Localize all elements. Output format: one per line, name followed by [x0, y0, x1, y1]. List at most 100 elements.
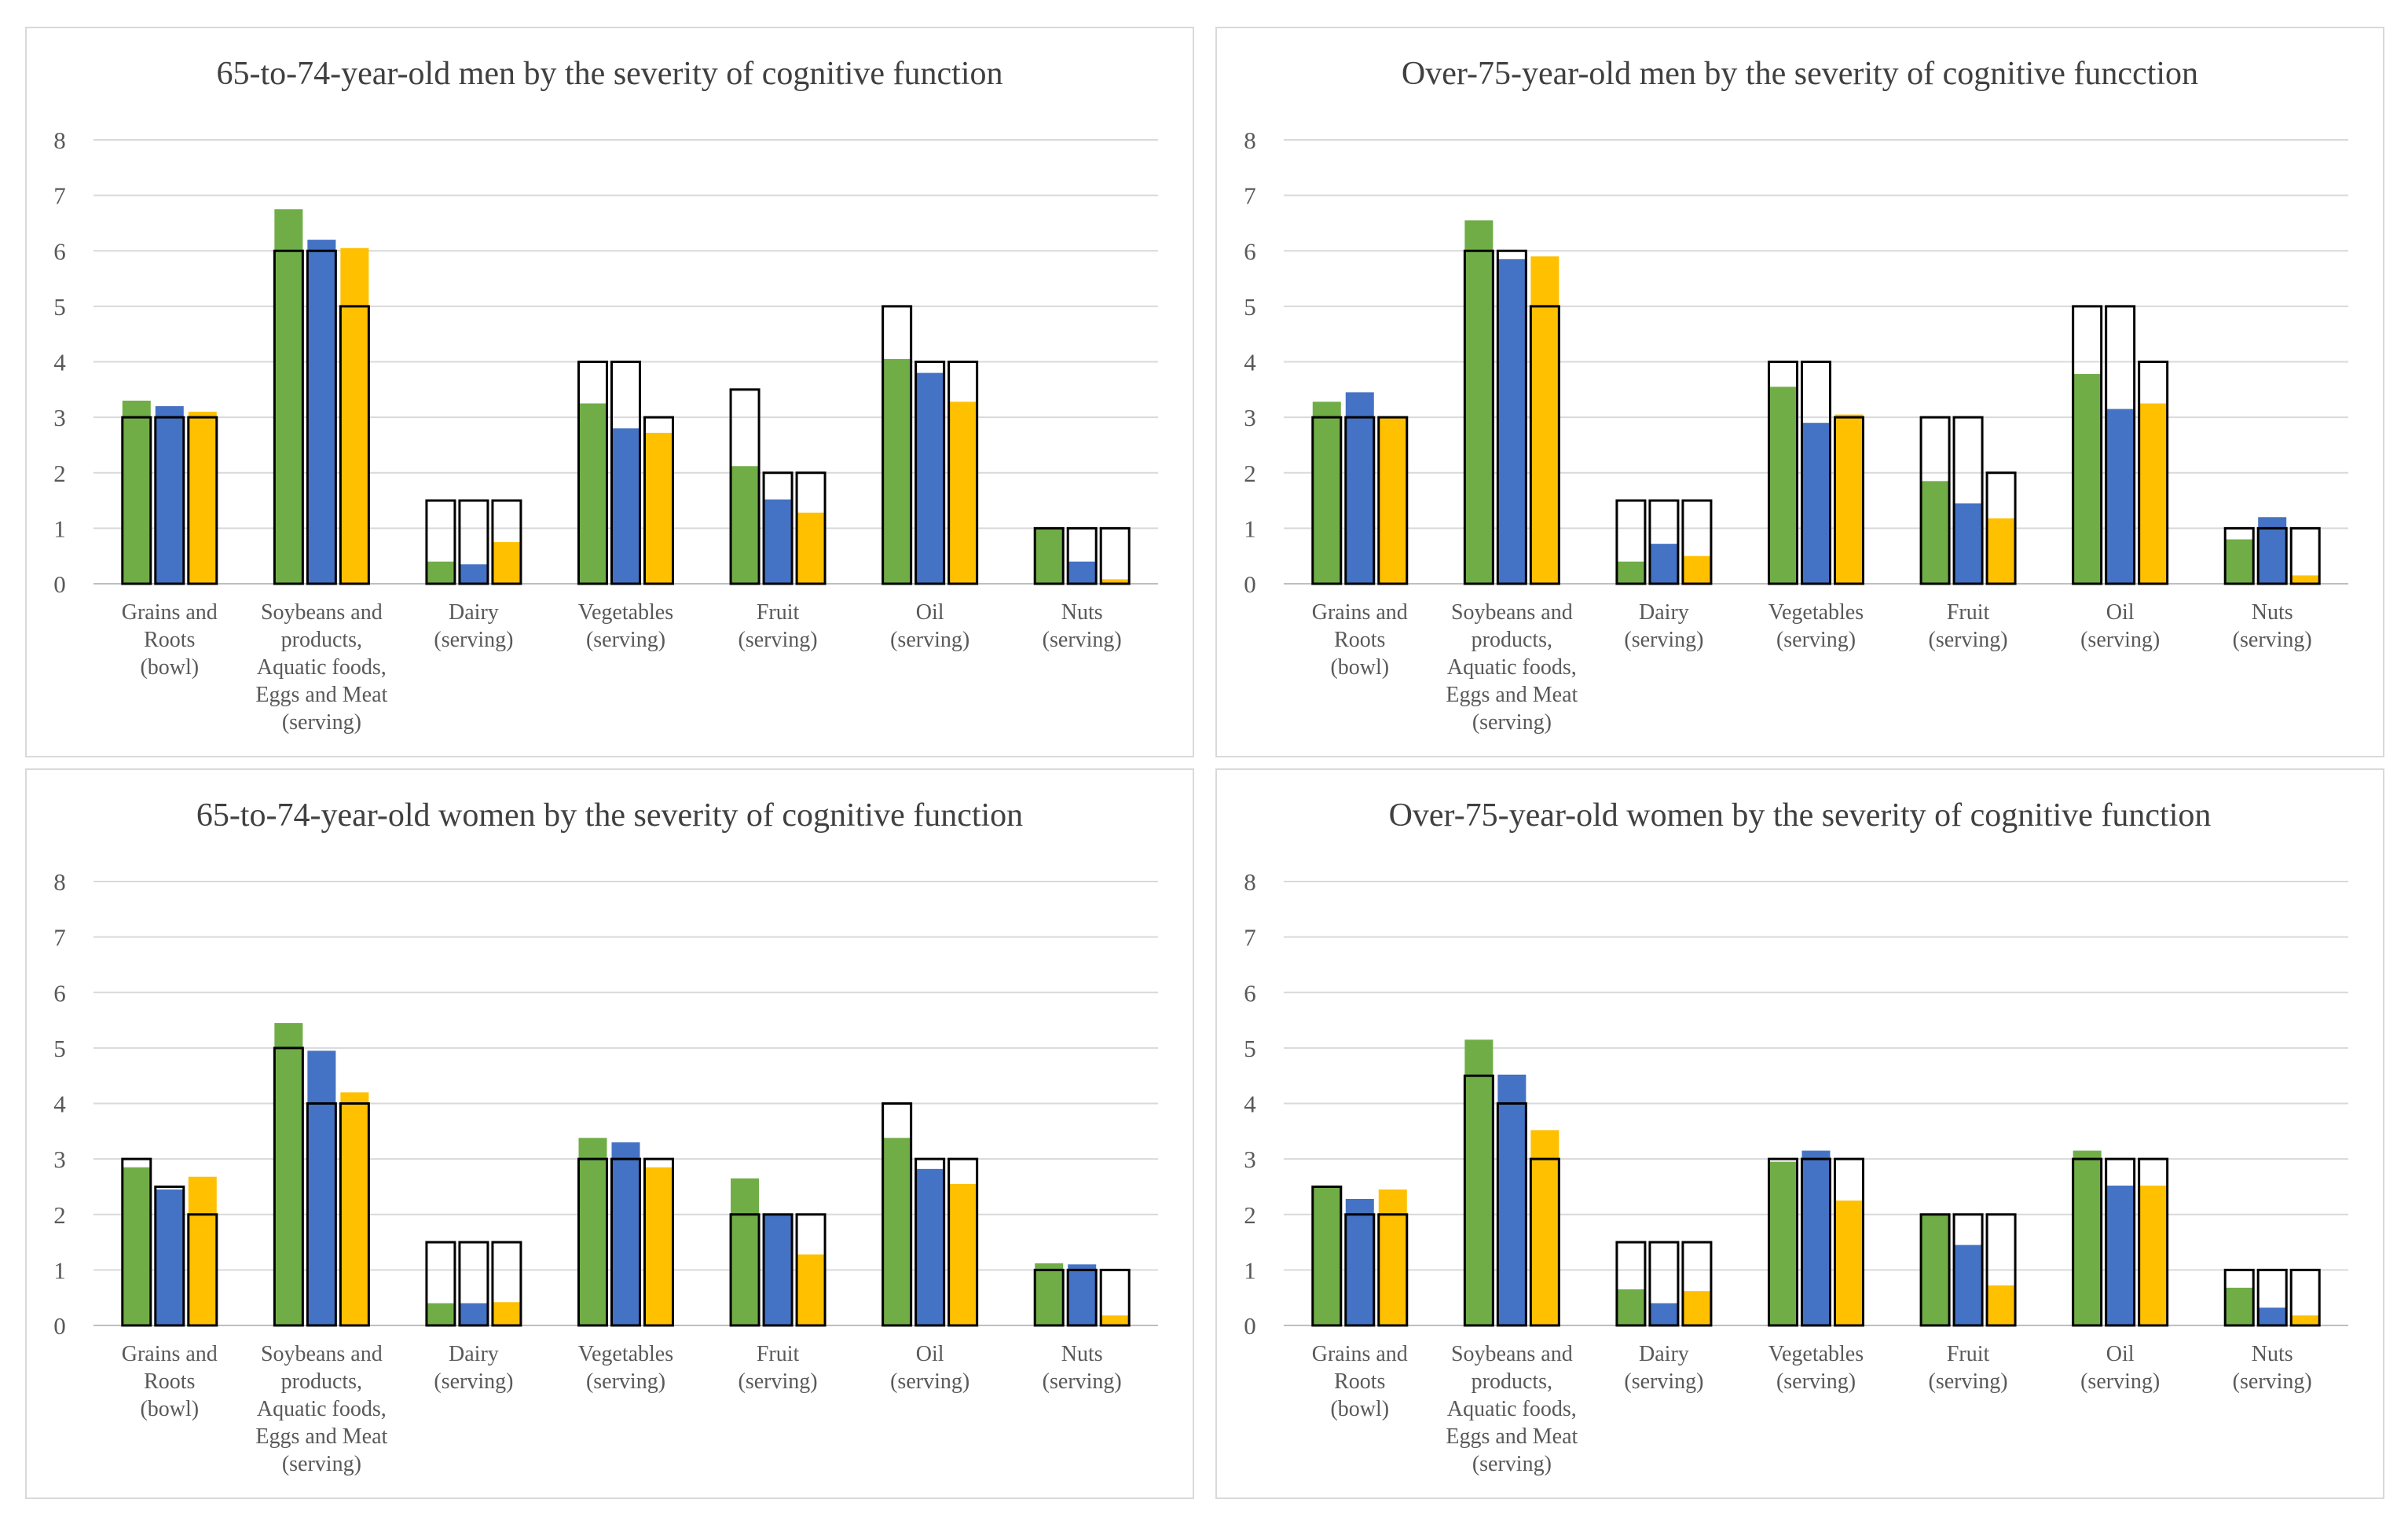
reference-outline-green — [1768, 361, 1798, 585]
category-label: (serving) — [1472, 710, 1552, 735]
reference-outline-green — [1463, 249, 1494, 585]
bar-blue — [2258, 1307, 2287, 1325]
reference-outline-orange — [1099, 1268, 1131, 1327]
bar-chart: 0 1 2 3 4 5 6 7 8 Grains and Roots (bowl) Soybeans a… — [53, 868, 1158, 1476]
bar-green — [1464, 220, 1494, 584]
y-tick-label: 6 — [1244, 979, 1256, 1006]
y-tick-label: 8 — [1244, 868, 1256, 896]
bar-orange — [188, 1176, 217, 1325]
category-label: Soybeans and — [261, 1342, 383, 1366]
bar-orange — [340, 247, 369, 584]
bar-green — [1035, 1263, 1064, 1325]
bar-green — [1312, 401, 1341, 584]
bar-orange — [948, 401, 977, 584]
reference-outline-blue — [610, 361, 641, 585]
y-tick-label: 3 — [53, 404, 66, 431]
bar-green — [882, 358, 911, 584]
bar-orange — [2139, 1186, 2168, 1325]
reference-outline-blue — [1952, 416, 1984, 585]
bar-green — [1312, 1186, 1341, 1325]
category-label: (serving) — [2233, 1369, 2312, 1394]
bar-blue — [915, 372, 944, 584]
category-label: Roots — [144, 628, 195, 652]
bar-orange — [1682, 1291, 1711, 1325]
reference-outline-blue — [2105, 1157, 2136, 1327]
bar-orange — [1530, 1130, 1560, 1325]
bar-green — [1768, 387, 1798, 584]
category-label: Vegetables — [1768, 1342, 1864, 1366]
category-label: Dairy — [449, 1342, 499, 1366]
reference-outline-green — [2223, 1268, 2255, 1327]
y-tick-label: 2 — [53, 460, 66, 487]
category-label: Aquatic foods, — [257, 1397, 387, 1421]
bar-blue — [155, 1189, 184, 1325]
bar-blue — [1497, 258, 1527, 584]
bar-blue — [764, 499, 793, 584]
bar-blue — [1497, 1074, 1527, 1325]
reference-outline-green — [1768, 1157, 1798, 1327]
chart-title: 65-to-74-year-old men by the severity of… — [216, 56, 1003, 92]
category-label: (serving) — [282, 1452, 361, 1476]
chart-title: Over-75-year-old men by the severity of … — [1401, 56, 2199, 92]
y-tick-label: 4 — [1244, 349, 1256, 376]
reference-outline-green — [2072, 1157, 2103, 1327]
y-tick-label: 6 — [1244, 237, 1256, 265]
category-label: (serving) — [1472, 1452, 1552, 1476]
category-label: (serving) — [2233, 628, 2312, 652]
category-label: Grains and — [122, 1342, 218, 1366]
category-label: (serving) — [2080, 1369, 2160, 1394]
reference-outline-orange — [339, 305, 370, 585]
bar-blue — [307, 240, 336, 584]
category-label: (serving) — [1929, 628, 2008, 652]
bar-green — [122, 400, 151, 584]
bar-green — [1921, 1214, 1950, 1325]
bar-orange — [644, 432, 673, 584]
y-tick-label: 1 — [1244, 515, 1256, 542]
category-label: Dairy — [449, 600, 499, 625]
category-label: (bowl) — [140, 655, 199, 680]
category-label: Soybeans and — [261, 600, 383, 625]
category-label: Nuts — [1061, 1342, 1103, 1366]
bar-blue — [1954, 1245, 1983, 1325]
y-tick-label: 2 — [1244, 1201, 1256, 1229]
reference-outline-orange — [1377, 1213, 1409, 1327]
bar-orange — [1682, 555, 1711, 584]
category-label: Roots — [144, 1369, 195, 1394]
category-label: (serving) — [586, 628, 665, 652]
reference-outline-orange — [187, 416, 218, 585]
reference-outline-blue — [154, 1185, 185, 1327]
category-label: Vegetables — [1768, 600, 1864, 625]
reference-outline-green — [1463, 1074, 1494, 1327]
category-label: (bowl) — [1330, 655, 1389, 680]
bar-orange — [948, 1183, 977, 1325]
category-label: Oil — [2106, 600, 2135, 625]
bar-green — [2073, 374, 2102, 584]
category-label: (serving) — [434, 1369, 513, 1394]
bar-green — [1464, 1039, 1494, 1325]
bar-green — [882, 1138, 911, 1325]
category-label: (bowl) — [140, 1397, 199, 1421]
reference-outline-green — [881, 305, 913, 585]
y-tick-label: 0 — [1244, 1312, 1256, 1340]
bar-blue — [915, 1168, 944, 1325]
category-label: Fruit — [757, 600, 800, 625]
bar-green — [578, 1138, 607, 1325]
category-label: (serving) — [282, 710, 361, 735]
reference-outline-blue — [1066, 526, 1098, 585]
reference-outline-blue — [762, 1213, 794, 1327]
bar-blue — [764, 1214, 793, 1325]
bar-green — [1616, 1289, 1645, 1325]
bar-chart: 0 1 2 3 4 5 6 7 8 Grains and Roots (bowl) Soybeans a… — [53, 126, 1158, 735]
bar-green — [1768, 1161, 1798, 1325]
category-label: Soybeans and — [1451, 1342, 1573, 1366]
y-tick-label: 8 — [53, 126, 66, 154]
reference-outline-orange — [2138, 361, 2169, 585]
bar-orange — [188, 412, 217, 584]
category-label: (serving) — [2080, 628, 2160, 652]
category-label: (serving) — [890, 628, 969, 652]
reference-outline-blue — [1648, 1241, 1680, 1327]
bar-chart: 0 1 2 3 4 5 6 7 8 Grains and Roots (bowl) Soybeans a… — [1244, 868, 2348, 1476]
reference-outline-blue — [1496, 249, 1527, 585]
category-label: Oil — [2106, 1342, 2135, 1366]
